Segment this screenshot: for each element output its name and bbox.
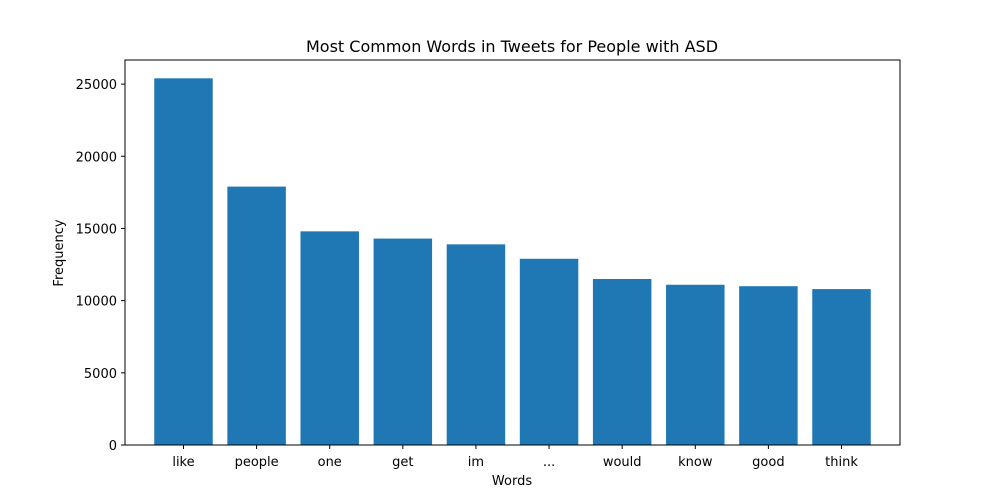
bar-3 — [300, 231, 359, 445]
plot-frame — [124, 59, 901, 446]
y-tick-label: 5000 — [84, 367, 117, 382]
x-tick-label: ... — [543, 455, 555, 470]
x-tick-label: would — [603, 455, 642, 470]
bar-8 — [666, 284, 725, 445]
x-axis: like people one get im... would know good think — [172, 445, 858, 470]
bar-5 — [446, 244, 506, 445]
y-tick-label: 20000 — [76, 150, 117, 165]
x-tick-label: know — [678, 455, 713, 470]
x-tick-label: one — [318, 455, 342, 470]
x-tick-label: think — [825, 455, 858, 470]
bar-7 — [592, 278, 652, 445]
bar-9 — [739, 286, 798, 445]
x-tick-label: like — [172, 455, 194, 470]
y-tick-label: 0 — [109, 439, 117, 454]
x-axis-label: Words — [492, 474, 532, 489]
bar-1 — [154, 78, 213, 445]
x-tick-label: people — [235, 455, 279, 470]
bars-group — [154, 78, 871, 445]
y-tick-label: 15000 — [76, 222, 117, 237]
x-tick-label: get — [392, 455, 413, 470]
chart-title: Most Common Words in Tweets for People w… — [306, 37, 718, 56]
bar-6 — [519, 258, 579, 445]
x-tick-label: good — [752, 455, 784, 470]
bar-10 — [812, 289, 871, 445]
x-tick-label: im — [468, 455, 484, 470]
y-axis-label: Frequency — [52, 219, 67, 286]
bar-4 — [373, 238, 433, 445]
y-axis: 0 5000 10000 15000 20000 25000 — [76, 78, 125, 454]
bar-2 — [227, 186, 286, 445]
y-tick-label: 10000 — [76, 295, 117, 310]
y-tick-label: 25000 — [76, 78, 117, 93]
